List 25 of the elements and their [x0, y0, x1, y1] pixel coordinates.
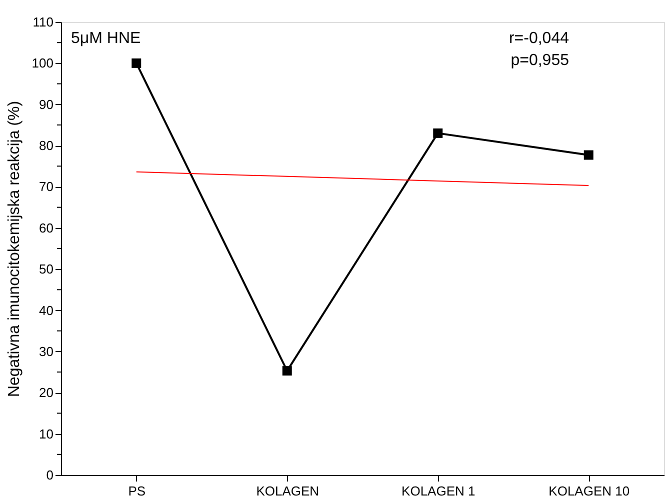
point [584, 150, 594, 160]
y-tick-label: 0 [46, 468, 54, 482]
point [282, 366, 292, 376]
y-tick-label: 20 [39, 385, 54, 400]
y-tick-label: 80 [39, 138, 54, 154]
y-tick-label: 30 [39, 344, 54, 359]
point [433, 128, 443, 138]
y-tick-label: 40 [39, 302, 54, 318]
annotation: r=-0,044 [508, 30, 570, 47]
y-tick-label: 110 [32, 14, 54, 30]
x-tick-label: KOLAGEN 10 [548, 484, 630, 498]
x-tick-label: KOLAGEN [256, 484, 320, 498]
y-tick-label: 70 [39, 179, 54, 194]
y-tick-label: 10 [39, 426, 54, 442]
y-tick-label: 50 [39, 262, 54, 277]
x-tick-label: KOLAGEN 1 [402, 484, 476, 498]
y-tick-label: 100 [32, 56, 54, 71]
line-series [136, 171, 590, 186]
y-tick-label: 90 [39, 96, 54, 112]
annotation: p=0,955 [510, 52, 570, 69]
y-axis-title: Negativna imunocitokemijska reakcija (%) [6, 100, 23, 398]
annotation: 5μM HNE [71, 30, 141, 47]
x-tick-label: PS [128, 484, 146, 498]
point [132, 58, 142, 68]
y-tick-label: 60 [39, 220, 54, 236]
